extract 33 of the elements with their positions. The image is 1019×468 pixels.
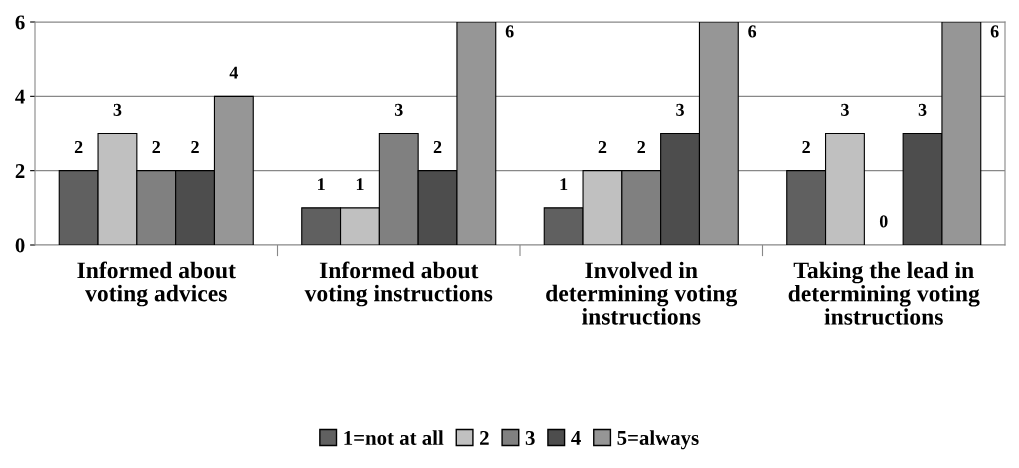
data-label: 3 bbox=[841, 103, 849, 116]
data-label: 2 bbox=[433, 140, 442, 153]
y-tick-label: 6 bbox=[15, 15, 25, 30]
legend-label: 3 bbox=[525, 430, 535, 445]
legend-label: 1=not at all bbox=[344, 430, 444, 445]
x-tick-label: Taking the lead in determining voting instructions bbox=[788, 261, 980, 325]
data-label: 2 bbox=[802, 140, 810, 153]
data-label: 3 bbox=[113, 103, 122, 116]
data-label: 2 bbox=[191, 140, 199, 153]
data-label: 1 bbox=[560, 178, 568, 191]
data-label: 2 bbox=[598, 140, 607, 153]
x-tick-label: Informed about voting instructions bbox=[304, 261, 493, 307]
legend-label: 2 bbox=[480, 430, 489, 445]
x-tick-label: Involved in determining voting instructions bbox=[546, 261, 738, 325]
x-tick-label: Informed about voting advices bbox=[77, 261, 236, 307]
y-tick-label: 4 bbox=[15, 89, 25, 104]
data-label: 3 bbox=[676, 103, 684, 116]
data-label: 1 bbox=[356, 178, 364, 191]
y-tick-label: 2 bbox=[15, 164, 25, 178]
legend-label: 4 bbox=[571, 431, 581, 445]
data-label: 2 bbox=[74, 140, 83, 153]
data-label: 6 bbox=[990, 25, 999, 38]
legend-label: 5=always bbox=[617, 430, 699, 450]
data-label: 1 bbox=[318, 178, 325, 191]
data-label: 2 bbox=[152, 140, 160, 153]
data-label: 3 bbox=[394, 103, 403, 116]
data-label: 0 bbox=[879, 215, 888, 228]
data-label: 3 bbox=[918, 103, 927, 116]
data-label: 6 bbox=[505, 25, 514, 38]
data-label: 2 bbox=[637, 140, 645, 153]
y-tick-label: 0 bbox=[15, 238, 25, 253]
data-label: 4 bbox=[229, 66, 239, 79]
data-label: 6 bbox=[748, 25, 757, 38]
